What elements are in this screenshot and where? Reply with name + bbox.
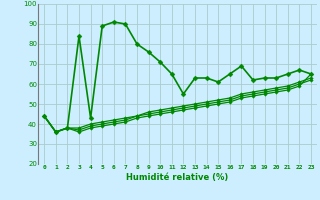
X-axis label: Humidité relative (%): Humidité relative (%) (126, 173, 229, 182)
